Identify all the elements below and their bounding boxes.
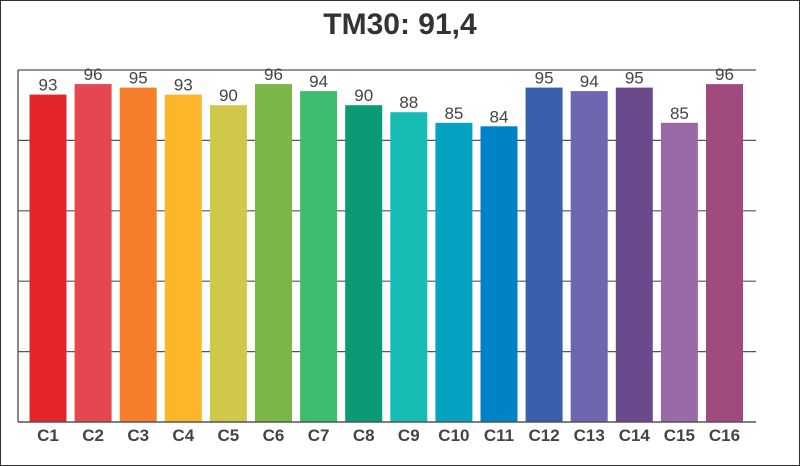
value-label-c1: 93 [39, 76, 58, 95]
category-label-c14: C14 [619, 426, 651, 445]
value-label-c14: 95 [625, 69, 644, 88]
bar-c14 [615, 87, 653, 422]
bar-c3 [119, 87, 157, 422]
value-label-c8: 90 [354, 86, 373, 105]
bar-c12 [525, 87, 563, 422]
category-label-c5: C5 [218, 426, 240, 445]
value-label-c4: 93 [174, 76, 193, 95]
category-label-c13: C13 [574, 426, 605, 445]
category-label-c10: C10 [438, 426, 469, 445]
value-label-c13: 94 [580, 72, 599, 91]
category-label-c8: C8 [353, 426, 375, 445]
value-label-c3: 95 [129, 69, 148, 88]
category-label-c6: C6 [263, 426, 285, 445]
value-label-c5: 90 [219, 86, 238, 105]
category-label-c12: C12 [529, 426, 560, 445]
bar-c11 [480, 126, 518, 423]
bar-c10 [435, 122, 473, 423]
value-label-c15: 85 [670, 104, 689, 123]
value-label-c12: 95 [535, 69, 554, 88]
value-label-c7: 94 [309, 72, 328, 91]
value-label-c16: 96 [715, 65, 734, 84]
chart-title: TM30: 91,4 [323, 8, 477, 41]
bar-c5 [209, 105, 247, 422]
category-label-c7: C7 [308, 426, 330, 445]
value-label-c10: 85 [444, 104, 463, 123]
bars [29, 84, 743, 423]
category-label-c15: C15 [664, 426, 695, 445]
bar-c2 [74, 84, 112, 422]
bar-c7 [300, 91, 338, 422]
bar-c9 [390, 112, 428, 422]
axes [17, 70, 756, 423]
bar-c13 [570, 91, 608, 422]
value-label-c2: 96 [84, 65, 103, 84]
bar-c1 [29, 94, 67, 422]
category-label-c1: C1 [37, 426, 59, 445]
value-label-c6: 96 [264, 65, 283, 84]
bar-c16 [706, 84, 743, 422]
value-label-c9: 88 [399, 93, 418, 112]
category-label-c2: C2 [82, 426, 104, 445]
category-label-c11: C11 [484, 426, 514, 445]
value-label-c11: 84 [490, 107, 509, 126]
category-label-c4: C4 [172, 426, 194, 445]
bar-c4 [164, 94, 202, 422]
category-label-c16: C16 [709, 426, 740, 445]
value-labels: 93 96 95 93 90 96 94 90 88 85 84 95 94 95 85 96 [39, 65, 734, 126]
category-label-c9: C9 [398, 426, 420, 445]
category-label-c3: C3 [127, 426, 149, 445]
bar-c15 [660, 122, 698, 423]
category-labels: C1 C2 C3 C4 C5 C6 C7 C8 C9 C10 C11 C12 C13 C14 C15 C16 [37, 426, 740, 445]
bar-c6 [255, 84, 292, 422]
bar-c8 [345, 105, 383, 422]
